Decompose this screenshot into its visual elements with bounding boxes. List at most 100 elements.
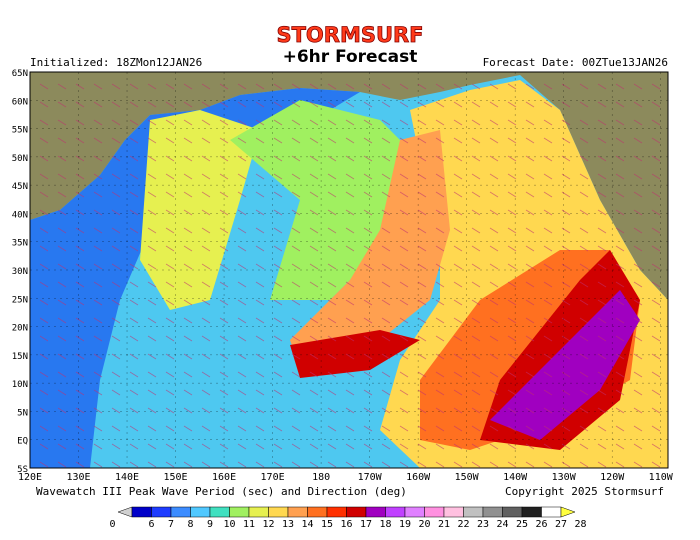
lat-label: 65N (12, 69, 28, 79)
direction-arrow (183, 119, 193, 126)
lon-label: 150E (164, 472, 188, 483)
direction-arrow (57, 263, 67, 270)
direction-arrow (57, 155, 67, 162)
direction-arrow (453, 317, 463, 324)
ocean-blue (30, 88, 360, 468)
direction-arrow (39, 83, 49, 90)
direction-arrow (93, 119, 103, 126)
direction-arrow (525, 173, 535, 180)
legend-swatch (131, 506, 152, 518)
direction-arrow (57, 389, 67, 396)
direction-arrow (255, 425, 265, 432)
direction-arrow (345, 371, 355, 378)
direction-arrow (345, 209, 355, 216)
direction-arrow (111, 137, 121, 144)
direction-arrow (291, 281, 301, 288)
direction-arrow (147, 425, 157, 432)
direction-arrow (543, 137, 553, 144)
legend-swatch (443, 506, 464, 518)
lon-label: 130W (552, 472, 577, 483)
legend-swatch (404, 506, 425, 518)
direction-arrow (435, 101, 445, 108)
legend-swatch (326, 506, 347, 518)
lon-label: 150W (455, 472, 480, 483)
direction-arrow (561, 137, 571, 144)
grid: 65N 60N 55N 50N 45N 40N 35N 30N 25N 20N 15N 10N 5N EQ… (12, 69, 674, 483)
direction-arrow (651, 245, 661, 252)
direction-arrow (489, 191, 499, 198)
direction-arrow (255, 299, 265, 306)
legend-label: 16 (340, 519, 352, 530)
direction-arrow (363, 461, 373, 468)
direction-arrow (399, 281, 409, 288)
direction-arrow (237, 353, 247, 360)
legend-swatch (190, 506, 211, 518)
direction-arrow (57, 245, 67, 252)
legend-label: 22 (457, 519, 469, 530)
direction-arrow (183, 173, 193, 180)
legend-swatch (541, 506, 562, 518)
legend-label: 28 (574, 519, 586, 530)
direction-arrow (327, 245, 337, 252)
direction-arrow (453, 263, 463, 270)
direction-arrow (651, 371, 661, 378)
direction-arrow (417, 209, 427, 216)
direction-arrow (309, 335, 319, 342)
direction-arrow (453, 371, 463, 378)
direction-arrow (327, 173, 337, 180)
direction-arrow (273, 389, 283, 396)
direction-arrow (57, 299, 67, 306)
direction-arrow (399, 317, 409, 324)
direction-arrow (579, 101, 589, 108)
direction-arrow (399, 371, 409, 378)
direction-arrow (435, 461, 445, 468)
direction-arrow (543, 155, 553, 162)
direction-arrow (633, 335, 643, 342)
direction-arrow (381, 155, 391, 162)
direction-arrow (39, 119, 49, 126)
direction-arrow (633, 191, 643, 198)
direction-arrow (129, 407, 139, 414)
direction-arrow (453, 299, 463, 306)
legend-label: 11 (243, 519, 255, 530)
direction-arrow (165, 137, 175, 144)
legend-label: 19 (399, 519, 411, 530)
direction-arrow (417, 353, 427, 360)
direction-arrow (93, 101, 103, 108)
map-frame (29, 71, 669, 469)
direction-arrow (363, 263, 373, 270)
direction-arrow (597, 281, 607, 288)
direction-arrow (237, 407, 247, 414)
direction-arrow (219, 101, 229, 108)
direction-arrow (327, 461, 337, 468)
direction-arrow (93, 317, 103, 324)
direction-arrow (399, 443, 409, 450)
direction-arrow (291, 209, 301, 216)
direction-arrow (543, 299, 553, 306)
direction-arrow (345, 227, 355, 234)
direction-arrow (111, 461, 121, 468)
direction-arrow (399, 299, 409, 306)
direction-arrow (165, 227, 175, 234)
direction-arrow (183, 425, 193, 432)
direction-arrow (57, 191, 67, 198)
direction-arrow (129, 137, 139, 144)
direction-arrow (57, 281, 67, 288)
legend-label: 7 (168, 519, 174, 530)
direction-arrow (93, 461, 103, 468)
direction-arrow (633, 83, 643, 90)
direction-arrow (237, 209, 247, 216)
direction-arrow (399, 461, 409, 468)
direction-arrow (507, 353, 517, 360)
direction-arrow (111, 173, 121, 180)
direction-arrow (201, 245, 211, 252)
direction-arrow (201, 83, 211, 90)
direction-arrow (255, 389, 265, 396)
direction-arrow (615, 101, 625, 108)
direction-arrow (273, 119, 283, 126)
direction-arrow (291, 443, 301, 450)
direction-arrow (615, 389, 625, 396)
direction-arrow (345, 317, 355, 324)
direction-arrow (219, 245, 229, 252)
direction-arrow (273, 191, 283, 198)
